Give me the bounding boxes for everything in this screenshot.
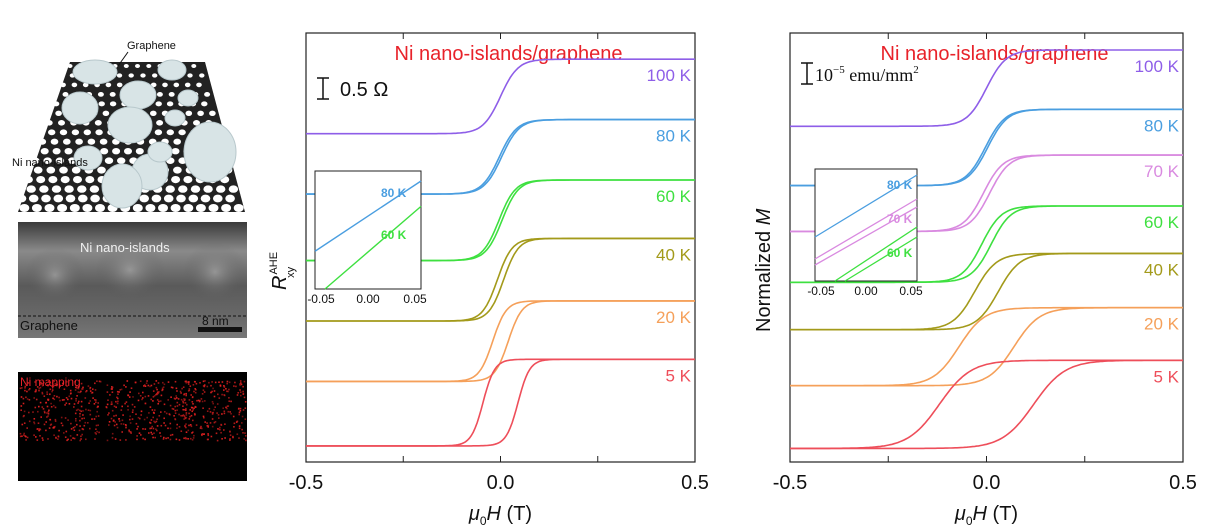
- series-line: [790, 49, 1183, 128]
- inset-line-70k-b: [814, 206, 918, 266]
- series-line-return: [790, 252, 1183, 331]
- tem-scale-label: 8 nm: [202, 314, 229, 328]
- inset-line-60k-b: [844, 236, 918, 282]
- series-label: 80 K: [1144, 116, 1180, 135]
- series-line-return: [790, 306, 1183, 387]
- series-label: 20 K: [1144, 315, 1180, 334]
- inset-label: 70 K: [887, 212, 913, 226]
- scale-bar: [801, 62, 813, 85]
- tem-graphene-label: Graphene: [20, 318, 78, 333]
- ni-islands: [61, 59, 237, 209]
- x-tick-label: 0.5: [1169, 472, 1197, 494]
- mapping-dots: [19, 380, 247, 442]
- inset-tick-label: -0.05: [307, 292, 335, 306]
- tem-scale-bar: [198, 327, 242, 332]
- series-label: 5 K: [1153, 367, 1179, 386]
- y-axis-label: RAHE xy: [268, 252, 297, 290]
- inset-tick-label: 0.05: [899, 284, 923, 298]
- series-line: [306, 300, 695, 383]
- mapping-panel: Ni mapping: [18, 372, 247, 481]
- series-label: 20 K: [656, 308, 692, 327]
- series-label: 100 K: [1135, 57, 1180, 76]
- inset-frame: [814, 168, 918, 282]
- inset-frame: [314, 170, 422, 290]
- scale-bar: [317, 77, 329, 100]
- x-axis-label: μ0H (T): [468, 503, 532, 527]
- series-label: 5 K: [665, 366, 691, 385]
- series-label: 60 K: [656, 187, 692, 206]
- series-line-return: [306, 300, 695, 383]
- series-label: 40 K: [656, 245, 692, 264]
- inset-tick-label: -0.05: [807, 284, 835, 298]
- series-line-return: [306, 237, 695, 322]
- x-tick-label: -0.5: [289, 472, 323, 494]
- series-label: 80 K: [656, 127, 692, 146]
- inset-line-70k: [814, 198, 918, 260]
- inset-line-60k: [834, 226, 918, 282]
- y-axis-label: Normalized M: [753, 208, 775, 332]
- inset-label: 60 K: [887, 246, 913, 260]
- x-tick-label: 0.0: [973, 472, 1001, 494]
- schematic-panel: Graphene Ni nano-islands: [12, 40, 245, 212]
- inset-label: 80 K: [887, 178, 913, 192]
- series-line-return: [790, 205, 1183, 284]
- schematic-graphene-label: Graphene: [127, 40, 176, 52]
- series-label: 60 K: [1144, 213, 1180, 232]
- inset-tick-label: 0.00: [854, 284, 878, 298]
- chart-magnetization: -0.5 0.0 0.5 μ0H (T) Ni nano-islands/graphen…: [753, 32, 1197, 527]
- inset-line-60k: [324, 205, 422, 290]
- inset-tick-label: 0.05: [403, 292, 427, 306]
- series-line: [790, 306, 1183, 387]
- inset-line-80k: [814, 174, 918, 238]
- series-line: [790, 359, 1183, 450]
- schematic-islands-label: Ni nano-islands: [12, 157, 88, 169]
- x-tick-label: 0.5: [681, 472, 709, 494]
- series-line: [306, 358, 695, 447]
- x-tick-label: 0.0: [487, 472, 515, 494]
- chart-title: Ni nano-islands/graphene: [395, 43, 623, 65]
- series-label: 100 K: [647, 66, 692, 85]
- series-line-return: [790, 359, 1183, 450]
- chart-title: Ni nano-islands/graphene: [881, 43, 1109, 65]
- tem-islands-label: Ni nano-islands: [80, 240, 170, 255]
- graphene-arrow: [117, 51, 129, 67]
- x-axis-label: μ0H (T): [954, 503, 1018, 527]
- mapping-label: Ni mapping: [20, 375, 81, 389]
- series-label: 40 K: [1144, 260, 1180, 279]
- inset-label: 60 K: [381, 228, 407, 242]
- inset-label: 80 K: [381, 186, 407, 200]
- x-tick-label: -0.5: [773, 472, 807, 494]
- scale-bar-label: 0.5 Ω: [340, 79, 388, 101]
- tem-panel: Ni nano-islands Graphene 8 nm: [18, 222, 247, 338]
- scale-bar-label: 10−5 emu/mm2: [815, 64, 919, 85]
- inset-line-80k: [314, 180, 422, 252]
- series-line-return: [306, 358, 695, 447]
- series-label: 70 K: [1144, 162, 1180, 181]
- chart-rxy: -0.5 0.0 0.5 μ0H (T) Ni nano-islands/graphen…: [268, 32, 709, 527]
- series-line: [306, 58, 695, 135]
- inset-tick-label: 0.00: [356, 292, 380, 306]
